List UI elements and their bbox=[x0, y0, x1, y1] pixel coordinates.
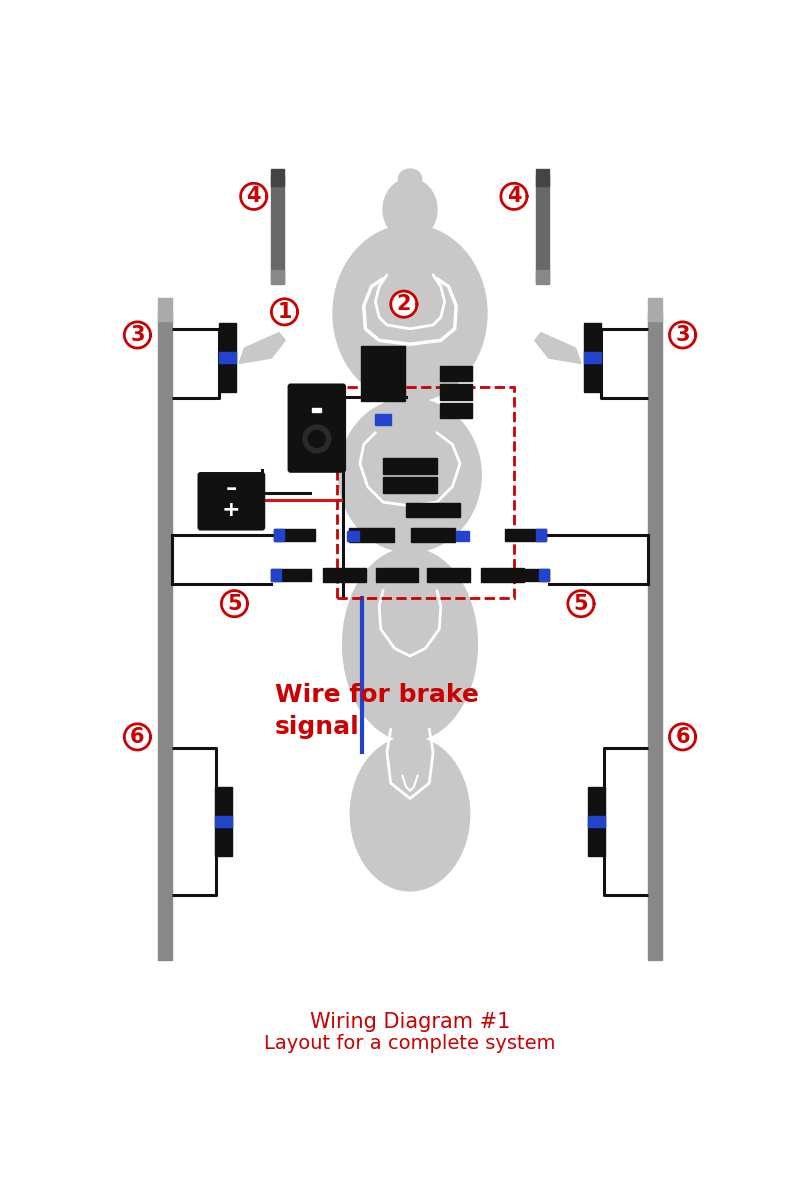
Bar bbox=[584, 323, 601, 392]
Bar bbox=[536, 270, 549, 284]
Bar bbox=[648, 313, 662, 960]
Ellipse shape bbox=[350, 737, 470, 890]
Bar bbox=[383, 478, 437, 493]
Bar bbox=[215, 787, 232, 857]
Bar bbox=[215, 816, 232, 827]
Bar bbox=[588, 787, 605, 857]
Ellipse shape bbox=[333, 224, 487, 402]
Bar bbox=[535, 529, 546, 541]
Bar bbox=[536, 169, 549, 186]
Bar bbox=[274, 529, 314, 541]
Bar bbox=[323, 569, 366, 582]
Polygon shape bbox=[241, 184, 266, 210]
Text: 3: 3 bbox=[130, 325, 145, 344]
Bar bbox=[219, 323, 236, 392]
Bar bbox=[584, 352, 601, 362]
Bar bbox=[270, 569, 281, 581]
Bar bbox=[440, 366, 472, 382]
Bar bbox=[347, 530, 359, 541]
Ellipse shape bbox=[342, 548, 478, 740]
Text: Wire for brake
signal: Wire for brake signal bbox=[275, 683, 479, 738]
Bar bbox=[456, 530, 469, 541]
Bar bbox=[506, 529, 546, 541]
Bar bbox=[427, 569, 470, 582]
Bar bbox=[648, 298, 662, 322]
Polygon shape bbox=[501, 184, 527, 210]
Polygon shape bbox=[222, 590, 247, 617]
Bar bbox=[270, 569, 310, 581]
Polygon shape bbox=[271, 299, 298, 325]
Ellipse shape bbox=[383, 179, 437, 240]
Polygon shape bbox=[124, 322, 150, 348]
Bar bbox=[510, 569, 550, 581]
Text: 6: 6 bbox=[675, 727, 690, 746]
Ellipse shape bbox=[398, 169, 422, 188]
Bar bbox=[375, 414, 390, 425]
Bar bbox=[349, 528, 394, 542]
Bar bbox=[158, 313, 172, 960]
Bar bbox=[271, 175, 284, 282]
Polygon shape bbox=[239, 332, 286, 364]
FancyBboxPatch shape bbox=[198, 472, 266, 530]
Bar bbox=[274, 529, 285, 541]
Bar bbox=[337, 386, 514, 599]
Bar bbox=[536, 175, 549, 282]
Text: 2: 2 bbox=[397, 294, 411, 314]
Polygon shape bbox=[568, 590, 594, 617]
Text: 5: 5 bbox=[574, 594, 588, 613]
Bar bbox=[376, 569, 418, 582]
Text: Wiring Diagram #1: Wiring Diagram #1 bbox=[310, 1012, 510, 1032]
Bar bbox=[219, 352, 236, 362]
Text: 4: 4 bbox=[506, 186, 522, 206]
Bar bbox=[271, 169, 284, 186]
Text: +: + bbox=[222, 499, 241, 520]
Bar bbox=[158, 298, 172, 322]
Text: 5: 5 bbox=[227, 594, 242, 613]
Text: 4: 4 bbox=[246, 186, 261, 206]
Text: 3: 3 bbox=[675, 325, 690, 344]
Polygon shape bbox=[670, 322, 696, 348]
Bar bbox=[482, 569, 523, 582]
Text: 6: 6 bbox=[130, 727, 145, 746]
Bar bbox=[312, 408, 322, 412]
Bar bbox=[271, 270, 284, 284]
Bar bbox=[361, 346, 406, 401]
FancyBboxPatch shape bbox=[287, 384, 346, 473]
Polygon shape bbox=[124, 724, 150, 750]
Ellipse shape bbox=[338, 398, 482, 552]
Bar bbox=[440, 384, 472, 400]
Text: –: – bbox=[226, 479, 237, 499]
Bar bbox=[440, 403, 472, 418]
Bar bbox=[588, 816, 605, 827]
Polygon shape bbox=[670, 724, 696, 750]
Bar bbox=[406, 503, 460, 517]
Bar bbox=[410, 528, 455, 542]
Text: 1: 1 bbox=[278, 302, 292, 322]
Circle shape bbox=[303, 425, 330, 452]
Polygon shape bbox=[534, 332, 581, 364]
Polygon shape bbox=[390, 292, 417, 317]
Circle shape bbox=[308, 431, 326, 448]
Text: Layout for a complete system: Layout for a complete system bbox=[264, 1034, 556, 1052]
Bar bbox=[383, 458, 437, 474]
Bar bbox=[539, 569, 550, 581]
